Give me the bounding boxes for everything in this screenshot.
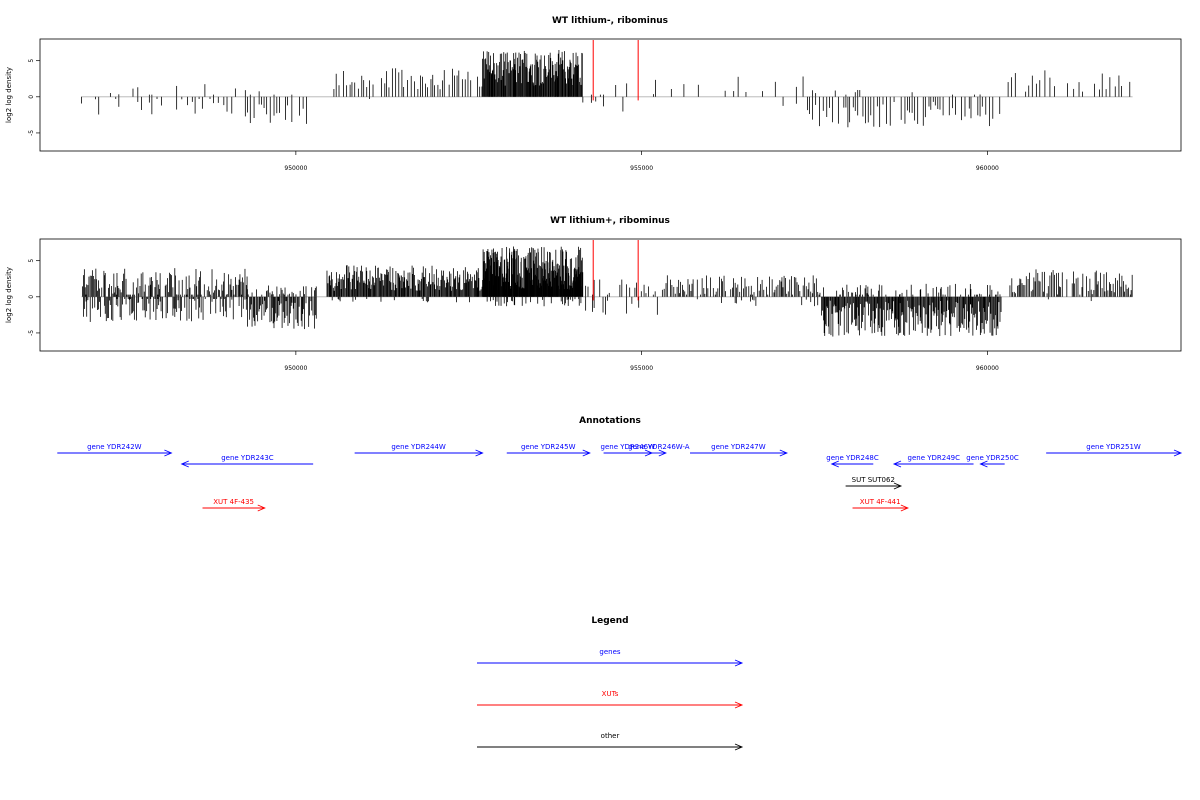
feature-arrow-head (475, 449, 484, 457)
feature-arrow-head (979, 460, 988, 468)
annotation-feature: gene YDR251W (1046, 443, 1183, 457)
feature-label: gene YDR243C (221, 454, 274, 462)
feature-arrow-head (257, 504, 266, 512)
feature-arrow-head (734, 659, 744, 667)
legend-label: genes (599, 648, 620, 656)
feature-label: gene YDR246W (601, 443, 656, 451)
panel-title: WT lithium-, ribominus (552, 16, 668, 26)
annotation-feature: gene YDR242W (57, 443, 173, 457)
annotation-feature: gene YDR248C (826, 454, 879, 468)
feature-arrow-head (900, 504, 909, 512)
annotation-feature: SUT SUT062 (845, 476, 903, 490)
plot-frame (39, 38, 1182, 152)
marker-lines (592, 40, 639, 101)
x-axis: 950000 955000 960000 (284, 151, 999, 172)
feature-label: XUT 4F-441 (860, 498, 901, 506)
feature-label: gene YDR249C (908, 454, 961, 462)
feature-label: gene YDR242W (87, 443, 142, 451)
y-tick-label: -5 (28, 330, 35, 336)
x-tick-label: 950000 (284, 365, 307, 372)
y-axis-label: log2 log density (5, 267, 13, 323)
feature-label: gene YDR244W (391, 443, 446, 451)
x-tick-label: 955000 (630, 365, 653, 372)
annotation-feature: gene YDR250C (966, 454, 1019, 468)
y-tick-label: 0 (28, 295, 35, 299)
y-axis: -5 0 5 (28, 259, 40, 336)
coverage-panel-lithium-minus: WT lithium-, ribominus log2 log density … (5, 16, 1182, 172)
x-tick-label: 960000 (976, 165, 999, 172)
plot-frame (39, 238, 1182, 352)
feature-arrow-head (658, 449, 667, 457)
panel-title: WT lithium+, ribominus (550, 216, 670, 226)
annotation-feature: gene YDR244W (354, 443, 484, 457)
feature-label: gene YDR247W (711, 443, 766, 451)
feature-label: SUT SUT062 (852, 476, 895, 484)
feature-arrow-head (734, 743, 744, 751)
feature-label: gene YDR246W-A (628, 443, 690, 451)
coverage-panel-lithium-plus: WT lithium+, ribominus log2 log density … (5, 216, 1182, 372)
y-axis-label: log2 log density (5, 67, 13, 123)
legend-entries: genes XUTs other (477, 648, 744, 751)
feature-label: gene YDR245W (521, 443, 576, 451)
y-tick-label: 5 (28, 59, 35, 63)
feature-arrow-head (734, 701, 744, 709)
feature-arrow-head (830, 460, 839, 468)
legend-label: other (601, 732, 620, 740)
y-axis: -5 0 5 (28, 59, 40, 136)
annotation-feature: gene YDR246W-A (628, 443, 690, 457)
marker-lines (592, 240, 639, 301)
x-axis: 950000 955000 960000 (284, 351, 999, 372)
feature-arrow-head (164, 449, 173, 457)
feature-arrow-head (1173, 449, 1183, 457)
feature-label: gene YDR251W (1086, 443, 1141, 451)
x-tick-label: 950000 (284, 165, 307, 172)
annotation-feature: gene YDR249C (892, 454, 974, 468)
coverage-bars (81, 49, 1131, 128)
annotation-feature: gene YDR245W (506, 443, 591, 457)
y-tick-label: 5 (28, 259, 35, 263)
legend-entry: XUTs (477, 690, 744, 709)
feature-label: XUT 4F-435 (213, 498, 254, 506)
legend-title: Legend (591, 616, 628, 626)
annotation-feature: gene YDR247W (690, 443, 788, 457)
legend: Legend genes XUTs other (477, 616, 744, 751)
feature-label: gene YDR250C (966, 454, 1019, 462)
y-tick-label: -5 (28, 130, 35, 136)
feature-arrow-head (893, 482, 903, 490)
annotation-feature: XUT 4F-441 (852, 498, 909, 512)
legend-entry: genes (477, 648, 744, 667)
feature-arrow-head (892, 460, 902, 468)
annotation-features: gene YDR242W gene YDR243C gene YDR244W gene… (57, 443, 1183, 512)
feature-arrow-head (180, 460, 189, 468)
feature-label: gene YDR248C (826, 454, 879, 462)
legend-label: XUTs (602, 690, 619, 698)
annotation-feature: XUT 4F-435 (202, 498, 266, 512)
annotations-title: Annotations (579, 416, 641, 426)
y-tick-label: 0 (28, 95, 35, 99)
legend-entry: other (477, 732, 744, 751)
x-tick-label: 960000 (976, 365, 999, 372)
coverage-bars (82, 246, 1133, 337)
feature-arrow-head (582, 449, 591, 457)
x-tick-label: 955000 (630, 165, 653, 172)
feature-arrow-head (779, 449, 788, 457)
annotation-feature: gene YDR243C (180, 454, 314, 468)
